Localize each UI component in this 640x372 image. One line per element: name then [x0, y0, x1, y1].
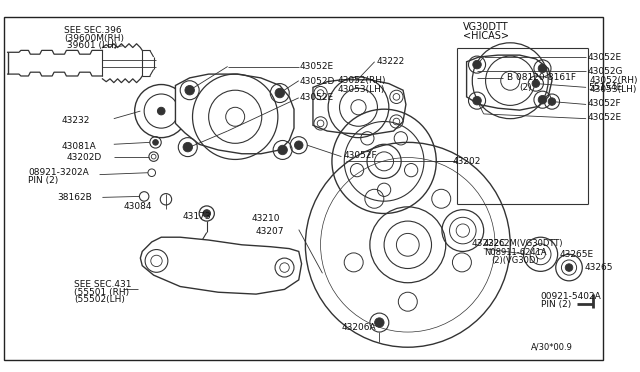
Polygon shape	[175, 74, 294, 154]
Text: B 08120-8161F: B 08120-8161F	[508, 73, 577, 82]
Circle shape	[275, 88, 285, 98]
Circle shape	[374, 318, 384, 327]
Circle shape	[153, 140, 158, 145]
Text: 08921-3202A: 08921-3202A	[28, 168, 89, 177]
Text: VG30DTT: VG30DTT	[463, 22, 508, 32]
Circle shape	[157, 107, 165, 115]
Text: (39600M(RH): (39600M(RH)	[65, 33, 125, 42]
Circle shape	[565, 264, 573, 271]
Polygon shape	[140, 237, 301, 294]
Text: 43262M(VG30DTT): 43262M(VG30DTT)	[484, 239, 563, 248]
Text: 55154E: 55154E	[588, 83, 622, 92]
Text: 43053(LH): 43053(LH)	[338, 85, 385, 94]
Text: 43173: 43173	[182, 212, 211, 221]
Text: 00921-5402A: 00921-5402A	[541, 292, 602, 301]
Text: 43202D: 43202D	[67, 153, 102, 162]
Text: A/30*00.9: A/30*00.9	[531, 343, 573, 352]
Text: 43222C: 43222C	[471, 239, 506, 248]
Circle shape	[538, 64, 547, 73]
Text: 43265E: 43265E	[559, 250, 594, 259]
Text: 43052G: 43052G	[588, 67, 623, 76]
Polygon shape	[467, 55, 552, 110]
Text: 43052D: 43052D	[300, 77, 335, 86]
Text: 43210: 43210	[252, 214, 280, 223]
Circle shape	[203, 210, 211, 217]
Text: 43052E: 43052E	[588, 113, 622, 122]
Text: 43052(RH): 43052(RH)	[590, 76, 638, 85]
Circle shape	[548, 98, 556, 105]
Polygon shape	[313, 80, 406, 135]
Text: 43207: 43207	[256, 227, 285, 236]
Text: (55501 (RH): (55501 (RH)	[74, 288, 129, 297]
Circle shape	[294, 141, 303, 150]
Text: (55502(LH): (55502(LH)	[74, 295, 125, 304]
Text: 43265: 43265	[584, 263, 612, 272]
Text: 38162B: 38162B	[57, 193, 92, 202]
Text: 43052(RH): 43052(RH)	[338, 76, 386, 85]
Circle shape	[185, 86, 195, 95]
Text: SEE SEC.396: SEE SEC.396	[65, 26, 122, 35]
Circle shape	[278, 145, 287, 155]
Text: 43053(LH): 43053(LH)	[590, 85, 637, 94]
Text: 43081A: 43081A	[61, 142, 97, 151]
Circle shape	[183, 142, 193, 152]
Text: PIN (2): PIN (2)	[541, 300, 571, 309]
Text: 43206A: 43206A	[341, 323, 376, 332]
Text: 43232: 43232	[61, 116, 90, 125]
Text: <HICAS>: <HICAS>	[463, 31, 509, 41]
Text: 43222: 43222	[376, 57, 404, 66]
Text: SEE SEC.431: SEE SEC.431	[74, 280, 131, 289]
Text: 43052F: 43052F	[343, 151, 377, 160]
Text: 39601 (LH): 39601 (LH)	[65, 41, 118, 50]
Text: (2)(VG30D): (2)(VG30D)	[492, 256, 539, 265]
Text: 43052E: 43052E	[300, 93, 334, 102]
Circle shape	[473, 60, 481, 69]
Circle shape	[473, 96, 481, 105]
Circle shape	[532, 80, 540, 87]
Text: 43084: 43084	[124, 202, 152, 211]
Text: (2): (2)	[520, 83, 532, 92]
Text: PIN (2): PIN (2)	[28, 176, 59, 185]
Text: 43052E: 43052E	[300, 62, 334, 71]
Text: 43202: 43202	[452, 157, 481, 166]
Text: 43052E: 43052E	[588, 52, 622, 61]
Circle shape	[538, 96, 547, 104]
Text: 43052F: 43052F	[588, 99, 621, 108]
Text: N08911-6241A: N08911-6241A	[484, 248, 547, 257]
